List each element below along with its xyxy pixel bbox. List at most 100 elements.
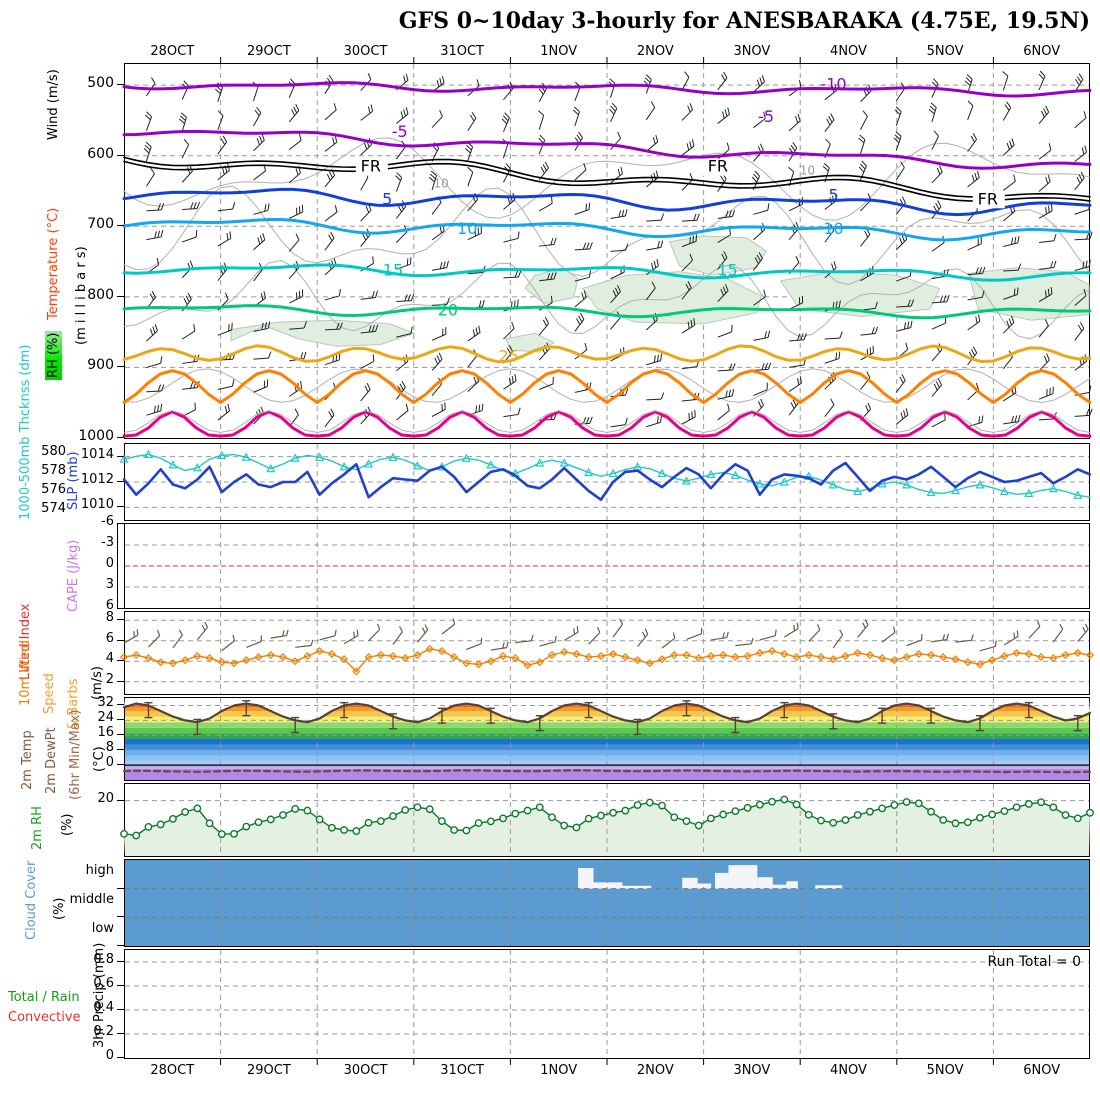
precip-tick: [117, 1033, 124, 1034]
pressure-tick: [117, 84, 124, 86]
svg-text:15: 15: [383, 260, 403, 279]
temp2m-label-d: (°C): [92, 746, 107, 772]
precip-total-label: Total / Rain: [8, 990, 80, 1005]
thickness-tick-label: 574: [41, 500, 66, 516]
cloud-row-tick: [117, 887, 124, 889]
lifted-index-tick-label: 0: [105, 556, 114, 571]
date-label-bottom: 4NOV: [830, 1063, 867, 1078]
date-label-bottom: 3NOV: [733, 1063, 771, 1078]
slp-thickness-panel: [119, 443, 1092, 521]
upper-air-temp-label: Temperature (°C): [46, 207, 61, 320]
upper-air-wind-label: Wind (m/s): [46, 69, 61, 140]
lifted-index-tick-label: -6: [101, 514, 114, 529]
pressure-tick: [117, 437, 124, 438]
wind10m-label-b: Speed: [42, 673, 57, 714]
pressure-tick-label: 700: [87, 216, 114, 233]
wind-speed-tick-label: 6: [105, 630, 114, 646]
lifted-index-tick-label: -3: [101, 535, 114, 550]
pressure-tick-label: 800: [87, 286, 114, 303]
slp-tick-label: 1012: [80, 472, 114, 487]
svg-text:10: 10: [823, 219, 843, 238]
date-label-top: 6NOV: [1023, 44, 1061, 59]
svg-text:25: 25: [498, 346, 518, 365]
cloud-cover-panel: [124, 859, 1090, 947]
pressure-tick-label: 500: [87, 75, 114, 92]
date-label-top: 29OCT: [246, 44, 291, 59]
precip-tick: [117, 961, 124, 962]
thickness-label: 1000-500mb Thcknss (dm): [18, 344, 33, 520]
pressure-tick: [117, 225, 124, 227]
wind-speed-tick: [117, 680, 124, 682]
svg-text:15: 15: [717, 260, 737, 279]
lifted-index-cape-panel: [124, 523, 1090, 609]
precip-convective-label: Convective: [8, 1010, 81, 1025]
pressure-tick: [117, 154, 124, 156]
date-label-top: 5NOV: [926, 44, 964, 59]
svg-text:-5: -5: [392, 122, 408, 141]
svg-text:5: 5: [828, 186, 838, 205]
date-label-top: 28OCT: [150, 44, 195, 59]
cloud-row-label-low: low: [91, 920, 114, 936]
rh2m-tick-label: 20: [97, 790, 114, 806]
lifted-index-axis-bracket: [117, 523, 125, 609]
temp-tick: [117, 764, 124, 766]
date-label-bottom: 6NOV: [1023, 1063, 1061, 1078]
pressure-tick-label: 600: [87, 145, 114, 162]
rh2m-unit-label: (%): [60, 813, 75, 837]
svg-text:5: 5: [382, 189, 392, 208]
upper-air-panel: 10 10 -10 -5 -5 5 5 10 10 15 15 20 25 FR FR FR: [122, 63, 1093, 439]
date-label-bottom: 5NOV: [926, 1063, 964, 1078]
date-label-bottom: 30OCT: [343, 1063, 388, 1078]
wind-speed-tick: [117, 660, 124, 662]
precip-tick-label: 0.8: [93, 952, 114, 967]
svg-text:FR: FR: [708, 157, 728, 176]
svg-text:FR: FR: [978, 189, 998, 208]
date-label-top: 2NOV: [636, 44, 674, 59]
run-total-label: Run Total = 0: [987, 954, 1081, 970]
temp-tick-label: 24: [97, 710, 114, 726]
date-label-bottom: 31OCT: [440, 1063, 484, 1078]
temp-tick: [117, 719, 124, 721]
rh-legend-badge: RH (%): [45, 330, 62, 380]
upper-air-pressure-label: (m i l l i b a r s): [74, 246, 89, 345]
temp2m-panel: [122, 697, 1092, 781]
precip-panel: Run Total = 0: [124, 949, 1090, 1059]
svg-text:10: 10: [800, 163, 815, 177]
precip-tick: [117, 985, 124, 986]
cloud-cover-label: Cloud Cover: [24, 860, 39, 940]
lifted-index-tick-label: 3: [105, 577, 114, 592]
precip-tick-label: 0.4: [93, 1000, 114, 1015]
cloud-row-tick: [117, 945, 124, 946]
svg-text:-5: -5: [758, 107, 774, 126]
temp-tick: [117, 734, 124, 736]
cloud-row-tick: [117, 916, 124, 918]
wind10m-label-a: 10m Wind: [18, 639, 33, 706]
date-label-top: 31OCT: [440, 44, 484, 59]
rh2m-tick: [117, 799, 124, 801]
wind-speed-tick: [117, 619, 124, 621]
wind-speed-tick-label: 8: [105, 610, 114, 626]
date-label-bottom: 2NOV: [636, 1063, 674, 1078]
precip-axis-label: 3hr Precip (mm): [92, 942, 107, 1048]
slp-label: SLP (mb): [66, 451, 81, 510]
rh2m-panel: [120, 783, 1094, 857]
temp-tick-label: 0: [105, 755, 114, 771]
cape-label: CAPE (J/kg): [66, 539, 81, 612]
date-label-top: 3NOV: [733, 44, 771, 59]
pressure-tick: [117, 295, 124, 297]
temp-tick: [117, 704, 124, 706]
date-label-top: 30OCT: [343, 44, 388, 59]
cloud-cover-unit-label: (%): [52, 897, 67, 921]
temp2m-label-a: 2m Temp: [20, 730, 35, 790]
svg-text:-10: -10: [820, 74, 846, 93]
date-label-top: 1NOV: [540, 44, 578, 59]
svg-text:FR: FR: [361, 157, 381, 176]
cloud-row-label-middle: middle: [69, 892, 114, 907]
svg-text:10: 10: [433, 176, 448, 190]
slp-tick: [117, 455, 124, 457]
date-label-bottom: 29OCT: [246, 1063, 291, 1078]
precip-tick: [117, 1057, 124, 1058]
slp-tick-label: 1010: [80, 497, 114, 513]
page-title: GFS 0~10day 3-hourly for ANESBARAKA (4.7…: [398, 8, 1090, 34]
temp-tick-label: 16: [97, 725, 114, 741]
